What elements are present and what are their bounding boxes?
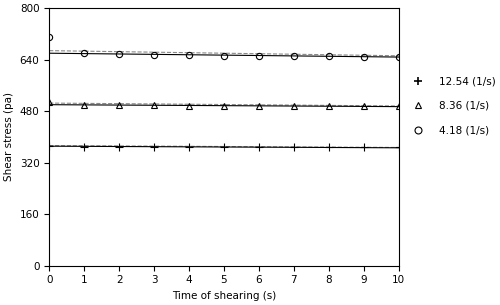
X-axis label: Time of shearing (s): Time of shearing (s) [172,291,276,301]
Y-axis label: Shear stress (pa): Shear stress (pa) [4,92,14,181]
Legend: 12.54 (1/s), 8.36 (1/s), 4.18 (1/s): 12.54 (1/s), 8.36 (1/s), 4.18 (1/s) [408,76,496,135]
